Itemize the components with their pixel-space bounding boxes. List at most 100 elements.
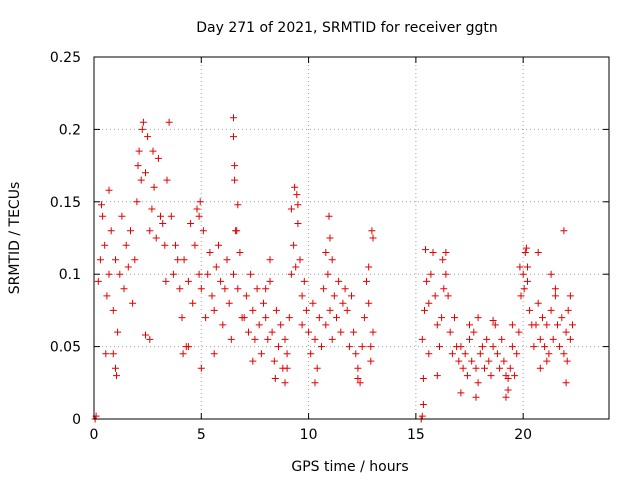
data-point [139, 118, 147, 126]
data-point [189, 299, 197, 307]
data-point [491, 321, 499, 329]
data-point [236, 249, 244, 256]
data-point [144, 133, 152, 141]
data-point [365, 299, 373, 307]
x-tick-label: 20 [514, 427, 532, 443]
y-tick-label: 0.05 [50, 340, 81, 356]
data-point [296, 256, 304, 264]
data-point [262, 314, 270, 322]
data-point [176, 285, 184, 293]
data-point [476, 350, 484, 358]
x-tick-label: 15 [407, 427, 425, 443]
data-point [474, 379, 482, 387]
data-point [112, 256, 119, 264]
data-point [466, 321, 473, 329]
data-point [118, 212, 126, 220]
data-point [472, 393, 480, 401]
data-point [294, 201, 302, 209]
data-point [419, 375, 427, 382]
data-point [520, 285, 528, 293]
data-point [422, 246, 429, 254]
data-point [107, 227, 115, 235]
data-point [298, 292, 306, 300]
data-point [330, 292, 338, 300]
data-point [150, 183, 158, 191]
data-point [341, 285, 349, 293]
x-tick-label: 10 [300, 427, 318, 443]
y-axis-title: SRMTID / TECUs [7, 182, 23, 295]
data-point [459, 364, 467, 372]
data-point [534, 249, 542, 256]
data-point [122, 241, 130, 249]
data-point [354, 375, 362, 382]
data-point [339, 299, 347, 307]
data-point [230, 114, 237, 122]
data-point [532, 321, 540, 329]
data-point [551, 285, 559, 293]
data-point [245, 328, 252, 336]
data-point [247, 270, 255, 278]
data-point [191, 241, 199, 249]
data-point [290, 241, 298, 249]
data-point [554, 321, 561, 329]
data-point [233, 227, 241, 235]
data-point [96, 256, 104, 264]
data-point [448, 350, 456, 358]
y-tick-label: 0.25 [50, 50, 81, 66]
data-point [516, 263, 524, 271]
data-point [138, 125, 146, 133]
data-point [294, 220, 302, 227]
data-point [135, 147, 143, 155]
data-point [217, 277, 225, 285]
data-point [322, 321, 330, 329]
data-point [543, 357, 551, 365]
data-point [174, 256, 182, 264]
data-points [91, 114, 576, 423]
data-point [309, 299, 317, 307]
data-point [487, 372, 495, 380]
data-point [431, 292, 439, 300]
data-point [148, 205, 156, 213]
y-tick-label: 0.2 [59, 122, 81, 138]
data-point [354, 364, 362, 372]
data-point [457, 389, 465, 397]
data-point [324, 270, 332, 278]
data-point [298, 321, 306, 329]
data-point [142, 169, 149, 177]
y-tick-label: 0 [72, 412, 81, 428]
data-point [326, 306, 334, 314]
data-point [558, 314, 566, 322]
data-point [199, 227, 207, 235]
data-point [534, 299, 542, 307]
data-point [215, 241, 222, 249]
data-point [352, 350, 360, 358]
data-point [197, 285, 205, 293]
data-point [257, 350, 265, 358]
x-tick-label: 0 [90, 427, 99, 443]
data-point [131, 256, 139, 264]
data-point [511, 372, 519, 380]
data-point [468, 357, 476, 365]
data-point [242, 292, 250, 300]
data-point [365, 263, 373, 271]
data-point [272, 306, 280, 314]
data-point [508, 343, 516, 351]
data-point [271, 375, 279, 382]
data-point [197, 364, 205, 372]
data-point [154, 154, 162, 162]
data-point [489, 343, 497, 351]
data-point [545, 350, 553, 358]
data-point [425, 350, 433, 358]
data-point [223, 256, 231, 264]
data-point [457, 343, 465, 351]
data-point [440, 285, 448, 293]
data-point [328, 256, 336, 264]
data-point [318, 343, 325, 351]
data-point [483, 335, 491, 343]
data-point [165, 118, 173, 126]
tick-labels: 0 5 10 15 20 0 0.05 0.1 0.15 0.2 0.25 [50, 50, 532, 443]
data-point [496, 364, 504, 372]
data-point [208, 292, 216, 300]
data-point [423, 277, 431, 285]
